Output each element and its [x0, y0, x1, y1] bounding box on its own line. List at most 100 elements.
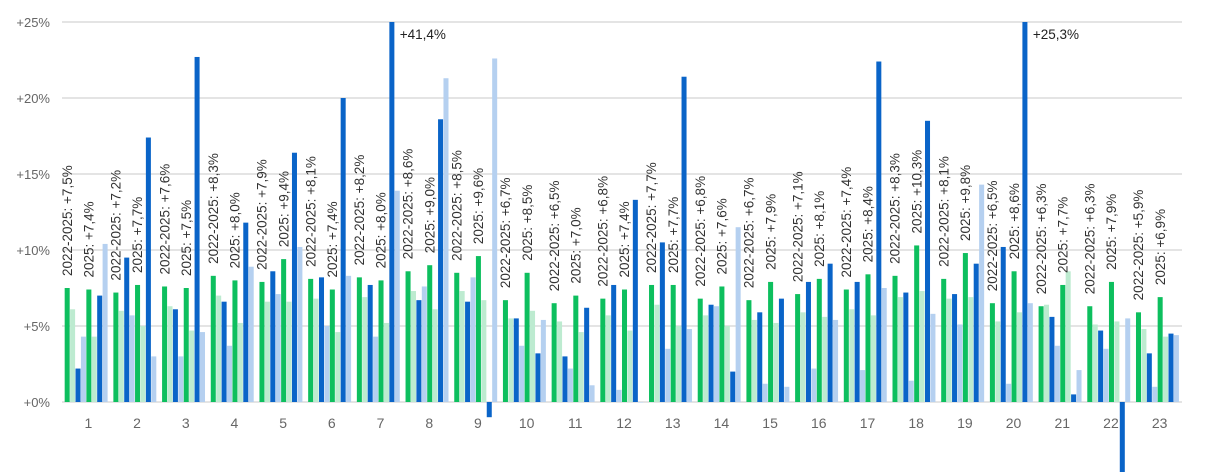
bar [513, 318, 519, 402]
bar-value-label: 2022-2025: +8,3% [888, 153, 903, 264]
y-tick-label: +5% [24, 319, 51, 334]
bar [270, 271, 276, 402]
bar [800, 312, 806, 402]
bar-value-label: 2022-2025: +6,3% [1082, 184, 1097, 295]
bar-value-label: 2022-2025: +7,2% [109, 170, 124, 281]
bar [1027, 303, 1033, 402]
bar [638, 402, 644, 403]
bar [843, 289, 849, 402]
bar [167, 306, 173, 402]
x-tick-label: 2 [133, 415, 141, 431]
y-tick-label: +0% [24, 395, 51, 410]
bar [822, 316, 828, 402]
bar [1108, 281, 1114, 402]
bar-value-label: 2025: +10,3% [909, 150, 924, 234]
bar [183, 288, 189, 402]
bar [129, 315, 135, 402]
bar [356, 277, 362, 402]
bar [70, 309, 76, 402]
bar-value-label: 2022-2025: +6,7% [742, 177, 757, 288]
bar [676, 326, 682, 402]
bar [551, 303, 557, 402]
bar-value-label: 2025: +8,0% [374, 192, 389, 268]
bar-value-label: 2025: +7,7% [1055, 197, 1070, 273]
bar [600, 298, 606, 402]
bar [508, 318, 514, 402]
bar-value-label: 2022-2025: +7,4% [839, 167, 854, 278]
bar-value-label: 2022-2025: +8,1% [936, 156, 951, 267]
bar [778, 298, 784, 402]
bar-value-label: 2022-2025: +7,9% [255, 159, 270, 270]
bar-value-label: 2022-2025: +7,7% [644, 162, 659, 273]
bar-value-label: 2025: +8,4% [861, 186, 876, 262]
bar-value-label: 2025: +7,4% [82, 201, 97, 277]
bar [210, 275, 216, 402]
x-tick-label: 23 [1152, 415, 1168, 431]
bar [1173, 335, 1179, 402]
bar [1103, 348, 1109, 402]
y-tick-label: +10% [16, 243, 50, 258]
bar-labels: 2022-2025: +7,5% 2025: +7,4% 2022-2025: +7… [60, 149, 1168, 301]
x-tick-label: 5 [279, 415, 287, 431]
bar-value-label: 2022-2025: +6,5% [547, 180, 562, 291]
bar [957, 324, 963, 402]
bar [421, 286, 427, 402]
bar [318, 277, 325, 402]
bar [578, 332, 584, 402]
bar [264, 301, 270, 402]
bars [64, 22, 1179, 472]
bar [383, 322, 389, 402]
x-tick-label: 18 [908, 415, 924, 431]
bar-value-label: 2025: +7,6% [715, 198, 730, 274]
bar [194, 56, 200, 403]
bar [573, 295, 579, 402]
bar [670, 284, 676, 402]
bar [313, 298, 319, 402]
bar [373, 336, 379, 402]
x-tick-label: 9 [474, 415, 482, 431]
bar [1011, 271, 1017, 402]
bar [308, 278, 314, 402]
bar [605, 315, 611, 402]
overflow-value-annotation: +41,4% [400, 27, 446, 42]
bar [1065, 271, 1071, 402]
x-tick-label: 6 [328, 415, 336, 431]
bar [805, 281, 811, 402]
bar [860, 370, 866, 402]
bar [438, 119, 444, 402]
bar [616, 389, 622, 402]
bar [1163, 336, 1169, 402]
bar [1098, 330, 1104, 402]
y-tick-label: +20% [16, 91, 50, 106]
bar [567, 368, 573, 402]
bar [881, 288, 887, 402]
bar [1135, 312, 1141, 402]
bar [1038, 306, 1044, 402]
bar [492, 58, 498, 402]
bar-value-label: 2025: +7,0% [569, 207, 584, 283]
bar [1114, 321, 1120, 402]
bar [486, 402, 492, 418]
bar [795, 294, 801, 402]
bar [151, 356, 157, 402]
bar [75, 368, 81, 402]
bar [1054, 345, 1060, 402]
bar [627, 330, 633, 402]
bar [362, 297, 368, 402]
bar [475, 256, 481, 402]
bar-value-label: 2022-2025: +6,8% [693, 176, 708, 287]
bar [827, 263, 833, 402]
bar [394, 190, 400, 402]
bar [1016, 312, 1022, 402]
bar [930, 313, 936, 402]
bar [259, 281, 265, 402]
bar [248, 266, 254, 402]
bar [113, 292, 119, 402]
bar [925, 120, 931, 403]
bar-value-label: 2025: +9,0% [422, 177, 437, 253]
bar [1087, 306, 1093, 402]
x-tick-label: 21 [1054, 415, 1070, 431]
bar [557, 321, 563, 402]
bar [751, 319, 757, 402]
bar [979, 184, 985, 402]
